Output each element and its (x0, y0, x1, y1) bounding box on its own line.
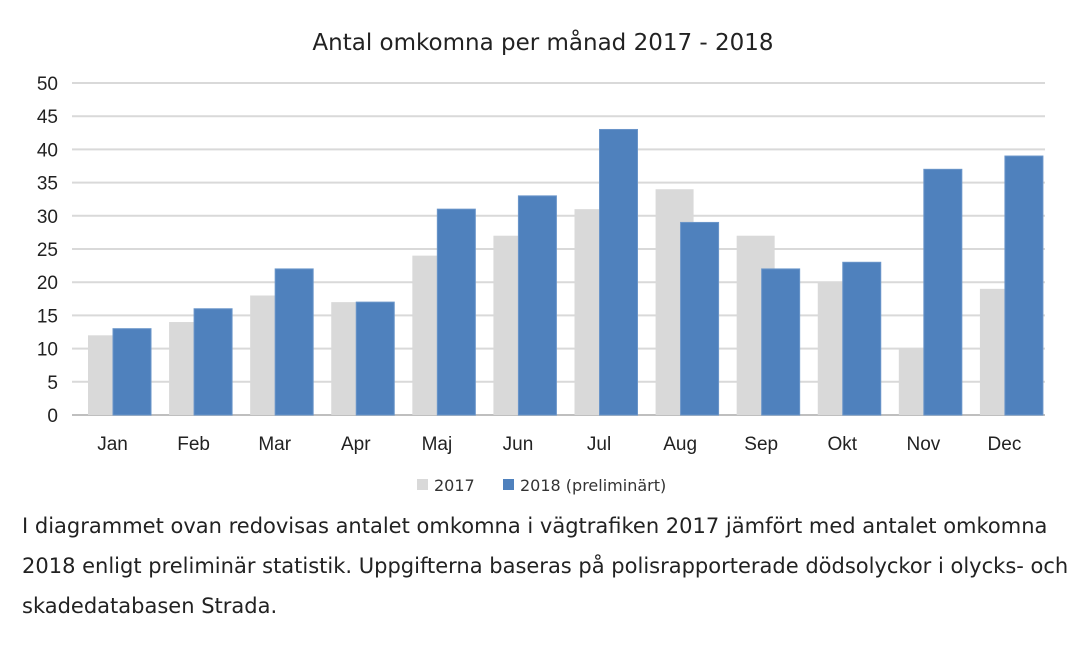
bar-2018-Maj (436, 208, 476, 416)
x-tick-label: Mar (258, 434, 291, 455)
bar-2018-Apr (355, 301, 395, 416)
bar-2018-Okt (842, 261, 882, 416)
legend-swatch-1 (503, 479, 514, 490)
x-tick-label: Sep (744, 434, 778, 455)
bar-2018-Aug (680, 221, 720, 416)
bar-2018-Jul (599, 128, 638, 416)
bar-2018-Nov (923, 168, 963, 416)
bar-2018-Mar (274, 268, 314, 416)
bar-2018-Feb (193, 308, 233, 416)
y-tick-label: 10 (37, 340, 58, 361)
y-tick-label: 50 (37, 74, 58, 95)
x-tick-label: Feb (177, 434, 210, 455)
x-tick-label: Maj (422, 434, 453, 455)
y-tick-label: 5 (47, 373, 58, 394)
legend-label: 2018 (preliminärt) (520, 476, 666, 495)
bar-2018-Dec (1004, 155, 1044, 416)
bar-chart: Antal omkomna per månad 2017 - 2018 0 5 10… (37, 28, 1045, 495)
y-tick-label: 15 (37, 306, 58, 327)
x-tick-label: Jun (503, 434, 534, 455)
y-tick-label: 0 (47, 406, 58, 427)
x-tick-label: Jul (587, 434, 611, 455)
y-tick-label: 25 (37, 240, 58, 261)
x-tick-label: Okt (828, 434, 858, 455)
y-tick-label: 40 (37, 140, 58, 161)
legend-swatch-0 (417, 479, 428, 490)
legend-label: 2017 (434, 476, 475, 495)
x-tick-label: Apr (341, 434, 371, 455)
x-tick-label: Nov (906, 434, 940, 455)
x-tick-label: Jan (97, 434, 128, 455)
bar-2018-Jan (112, 328, 152, 416)
x-tick-label: Dec (988, 434, 1022, 455)
y-tick-label: 45 (37, 107, 58, 128)
y-tick-label: 20 (37, 273, 58, 294)
bar-2018-Jun (517, 195, 557, 416)
y-tick-label: 35 (37, 174, 58, 195)
chart-caption: I diagrammet ovan redovisas antalet omko… (22, 514, 1069, 618)
bar-2018-Sep (761, 268, 801, 416)
x-tick-label: Aug (663, 434, 697, 455)
chart-title: Antal omkomna per månad 2017 - 2018 (312, 28, 773, 56)
y-tick-label: 30 (37, 207, 58, 228)
